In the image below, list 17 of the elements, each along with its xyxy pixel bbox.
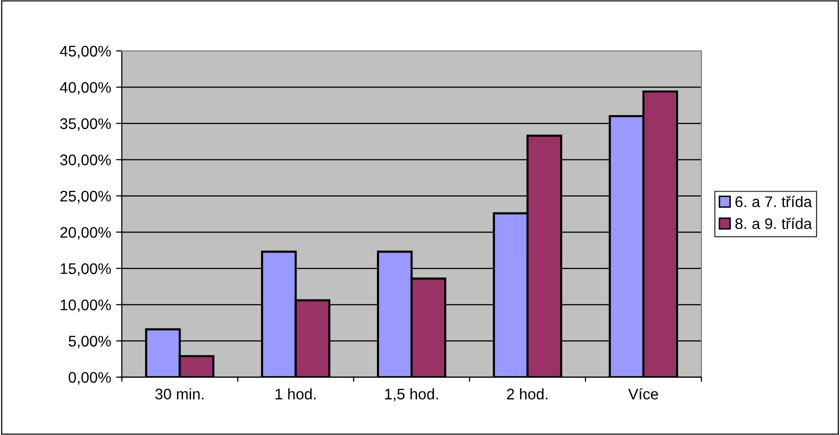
x-tick-label: 2 hod. (507, 388, 548, 400)
legend-label: 6. a 7. třída (735, 196, 812, 208)
x-tick-label: Více (628, 388, 658, 400)
x-tick-label: 1 hod. (276, 388, 316, 400)
y-tick-label: 10,00% (60, 300, 111, 312)
y-tick-label: 35,00% (60, 118, 111, 131)
y-tick-label: 25,00% (60, 190, 111, 204)
y-tick-label: 30,00% (60, 154, 111, 168)
y-tick-label: 40,00% (60, 82, 111, 95)
x-tick-label: 1,5 hod. (385, 388, 438, 402)
y-tick-label: 5,00% (68, 336, 111, 348)
x-tick-label: 30 min. (155, 388, 204, 400)
legend-label: 8. a 9. třída (735, 218, 812, 230)
y-tick-label: 0,00% (68, 372, 111, 385)
y-tick-label: 45,00% (60, 46, 111, 58)
y-tick-label: 20,00% (60, 227, 111, 240)
y-tick-label: 15,00% (60, 263, 111, 276)
